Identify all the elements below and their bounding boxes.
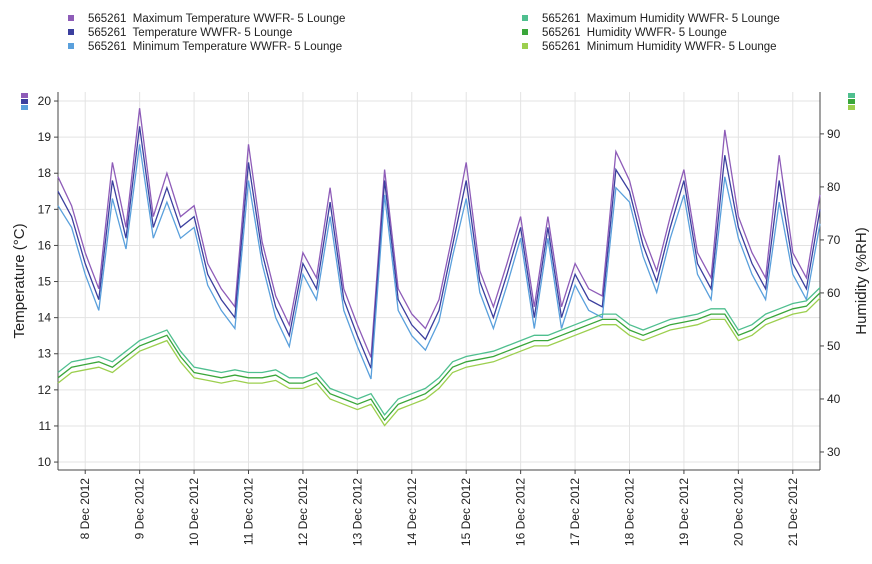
y-tick-label: 10 bbox=[38, 455, 52, 469]
axis-series-marker bbox=[848, 105, 855, 110]
x-tick-label: 10 Dec 2012 bbox=[187, 478, 201, 546]
y-tick-label: 14 bbox=[38, 311, 52, 325]
series-line bbox=[57, 144, 821, 380]
legend-swatch bbox=[68, 43, 74, 49]
y-tick-label: 17 bbox=[38, 202, 52, 216]
y-tick-label: 19 bbox=[38, 130, 52, 144]
series-line bbox=[57, 292, 821, 422]
y-axis-title: Temperature (°C) bbox=[11, 223, 28, 338]
axis-series-marker bbox=[21, 105, 28, 110]
x-tick-label: 21 Dec 2012 bbox=[786, 478, 800, 546]
axis-series-marker bbox=[21, 99, 28, 104]
y-tick-label: 13 bbox=[38, 347, 52, 361]
y2-tick-label: 70 bbox=[827, 233, 841, 247]
y-tick-label: 12 bbox=[38, 383, 52, 397]
x-tick-label: 16 Dec 2012 bbox=[514, 478, 528, 546]
legend-swatch bbox=[522, 29, 528, 35]
x-tick-label: 20 Dec 2012 bbox=[731, 478, 745, 546]
legend-swatch bbox=[68, 15, 74, 21]
y2-tick-label: 80 bbox=[827, 180, 841, 194]
x-tick-label: 18 Dec 2012 bbox=[623, 478, 637, 546]
legend-label: 565261 Maximum Temperature WWFR- 5 Loung… bbox=[88, 13, 345, 25]
axis-series-marker bbox=[21, 93, 28, 98]
series-line bbox=[57, 297, 821, 427]
series-line bbox=[57, 108, 821, 358]
y2-tick-label: 90 bbox=[827, 127, 841, 141]
legend-label: 565261 Minimum Temperature WWFR- 5 Loung… bbox=[88, 41, 342, 53]
y2-tick-label: 40 bbox=[827, 392, 841, 406]
axis-series-marker bbox=[848, 99, 855, 104]
y-tick-label: 11 bbox=[39, 419, 52, 433]
y2-tick-label: 60 bbox=[827, 286, 841, 300]
y2-tick-label: 50 bbox=[827, 339, 841, 353]
y-tick-label: 20 bbox=[38, 94, 52, 108]
series-line bbox=[57, 287, 821, 416]
x-tick-label: 9 Dec 2012 bbox=[133, 478, 147, 540]
legend-swatch bbox=[522, 15, 528, 21]
legend-swatch bbox=[68, 29, 74, 35]
y2-axis-title: Humidity (%RH) bbox=[853, 227, 870, 335]
x-tick-label: 12 Dec 2012 bbox=[296, 478, 310, 546]
x-tick-label: 15 Dec 2012 bbox=[459, 478, 473, 546]
series-line bbox=[57, 126, 821, 369]
legend-swatch bbox=[522, 43, 528, 49]
y-tick-label: 16 bbox=[38, 238, 52, 252]
legend-label: 565261 Maximum Humidity WWFR- 5 Lounge bbox=[542, 13, 780, 25]
legend-label: 565261 Temperature WWFR- 5 Lounge bbox=[88, 27, 292, 39]
x-tick-label: 13 Dec 2012 bbox=[350, 478, 364, 546]
y2-tick-label: 30 bbox=[827, 445, 841, 459]
x-tick-label: 11 Dec 2012 bbox=[242, 478, 256, 545]
y-tick-label: 15 bbox=[38, 275, 52, 289]
axis-series-marker bbox=[848, 93, 855, 98]
x-tick-label: 19 Dec 2012 bbox=[677, 478, 691, 546]
x-tick-label: 17 Dec 2012 bbox=[568, 478, 582, 546]
x-tick-label: 8 Dec 2012 bbox=[78, 478, 92, 540]
legend-label: 565261 Minimum Humidity WWFR- 5 Lounge bbox=[542, 41, 777, 53]
legend-label: 565261 Humidity WWFR- 5 Lounge bbox=[542, 27, 727, 39]
y-tick-label: 18 bbox=[38, 166, 52, 180]
x-tick-label: 14 Dec 2012 bbox=[405, 478, 419, 546]
